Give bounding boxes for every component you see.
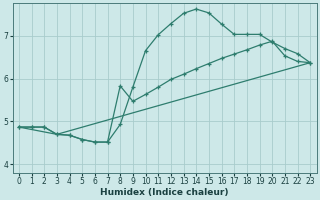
- X-axis label: Humidex (Indice chaleur): Humidex (Indice chaleur): [100, 188, 229, 197]
